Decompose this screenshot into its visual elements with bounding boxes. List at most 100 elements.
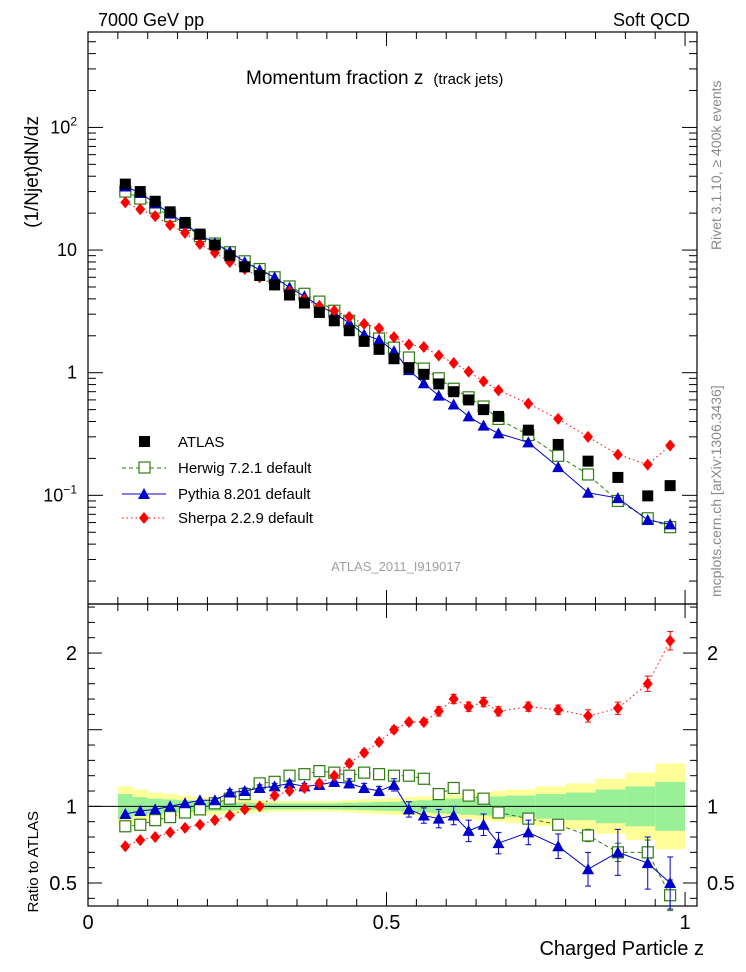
ratio-point [553,703,564,716]
ratio-point [223,786,236,798]
ratio-point [581,829,595,842]
main-point [164,206,176,218]
legend-entry-pythia: Pythia 8.201 default [122,486,311,503]
ratio-point [432,787,445,801]
main-point [150,210,161,223]
ratio-point [343,777,356,789]
ratio-series-sherpa [120,631,676,853]
ratio-point [372,768,386,781]
ratio-series-line [125,640,671,847]
ratio-point [552,840,565,852]
ratio-point [611,846,624,858]
ratio-y-tick-label-right: 2 [707,643,718,665]
main-point [209,239,221,251]
main-point [402,351,416,364]
main-point [433,349,444,362]
main-point [134,186,146,198]
main-point [582,486,595,498]
ratio-point [298,768,311,781]
ratio-frame [87,603,698,907]
ratio-point [641,857,654,869]
ratio-y-tick-label-right: 0.5 [707,873,735,895]
ratio-point [432,812,445,824]
ratio-point [253,781,266,793]
ratio-y-tick-label: 2 [66,643,77,665]
ratio-point [254,800,265,813]
main-point [433,378,445,390]
ratio-point [269,789,280,802]
ratio-point [149,814,162,827]
ratio-point [180,821,191,834]
legend-marker-pythia [138,488,150,499]
main-point [665,439,676,452]
main-point [478,375,489,388]
main-point [552,449,565,462]
main-point [269,279,281,291]
main-point [552,438,564,450]
main-point [403,362,415,374]
ratio-point [402,769,416,782]
main-point [664,480,676,492]
ratio-point [194,818,205,831]
ratio-point [209,814,220,827]
main-point [119,178,131,190]
ratio-point [463,700,474,713]
main-point [418,368,430,380]
ratio-point [665,634,676,647]
x-tick-label: 0.5 [373,912,401,934]
main-point [194,228,206,240]
analysis-watermark: ATLAS_2011_I919017 [331,559,461,574]
main-point [224,250,236,262]
ratio-point [612,702,623,715]
ratio-point [284,785,295,798]
ratio-point [239,803,250,816]
rivet-label: Rivet 3.1.10, ≥ 400k events [708,80,724,250]
main-point [329,304,340,317]
ratio-point [402,803,415,815]
main-point [612,448,623,461]
main-point [522,436,535,448]
main-point [493,384,504,397]
ratio-point [358,781,371,793]
main-point [552,461,565,473]
main-series-line [125,191,671,528]
main-point [358,335,370,347]
legend-marker-herwig [138,461,151,474]
main-point [180,226,191,239]
ratio-point [150,831,161,844]
ratio-point [313,764,326,778]
main-axis-ticks: 10−1 1 10 102 [43,31,697,604]
ratio-point [478,696,489,709]
legend-label-herwig: Herwig 7.2.1 default [178,460,312,477]
plot-title-main: Momentum fraction z [246,68,423,89]
x-tick-label: 1 [679,912,690,934]
plot-title: Momentum fraction z (track jets) [246,68,503,89]
ratio-point [447,781,460,795]
main-point [239,261,251,273]
ratio-ylabel: Ratio to ATLAS [25,811,42,912]
ratio-point [359,746,370,759]
legend-marker-atlas [139,436,150,447]
legend: ATLAS Herwig 7.2.1 default Pythia 8.201 … [122,434,314,527]
main-point [135,203,146,216]
main-series-line [125,201,671,466]
plot-frames [87,31,698,907]
ratio-point [462,789,475,802]
ratio-point [477,792,490,805]
main-point [523,397,534,410]
ratio-series-pythia [119,775,677,910]
main-point [581,468,595,481]
main-point [417,377,430,389]
ratio-axis-ticks: 0.5 0.51 12 20 0.5 1 [49,604,735,934]
ratio-point [664,877,677,889]
main-ylabel: (1/Njet)dN/dz [22,116,43,228]
main-y-tick-label: 10−1 [43,482,77,505]
main-point [373,343,385,355]
ratio-point [448,693,459,706]
legend-label-sherpa: Sherpa 2.2.9 default [178,510,314,527]
main-point [298,297,310,309]
main-point [522,424,534,436]
ratio-point [119,808,132,820]
main-point [664,518,677,530]
ratio-point [374,735,385,748]
